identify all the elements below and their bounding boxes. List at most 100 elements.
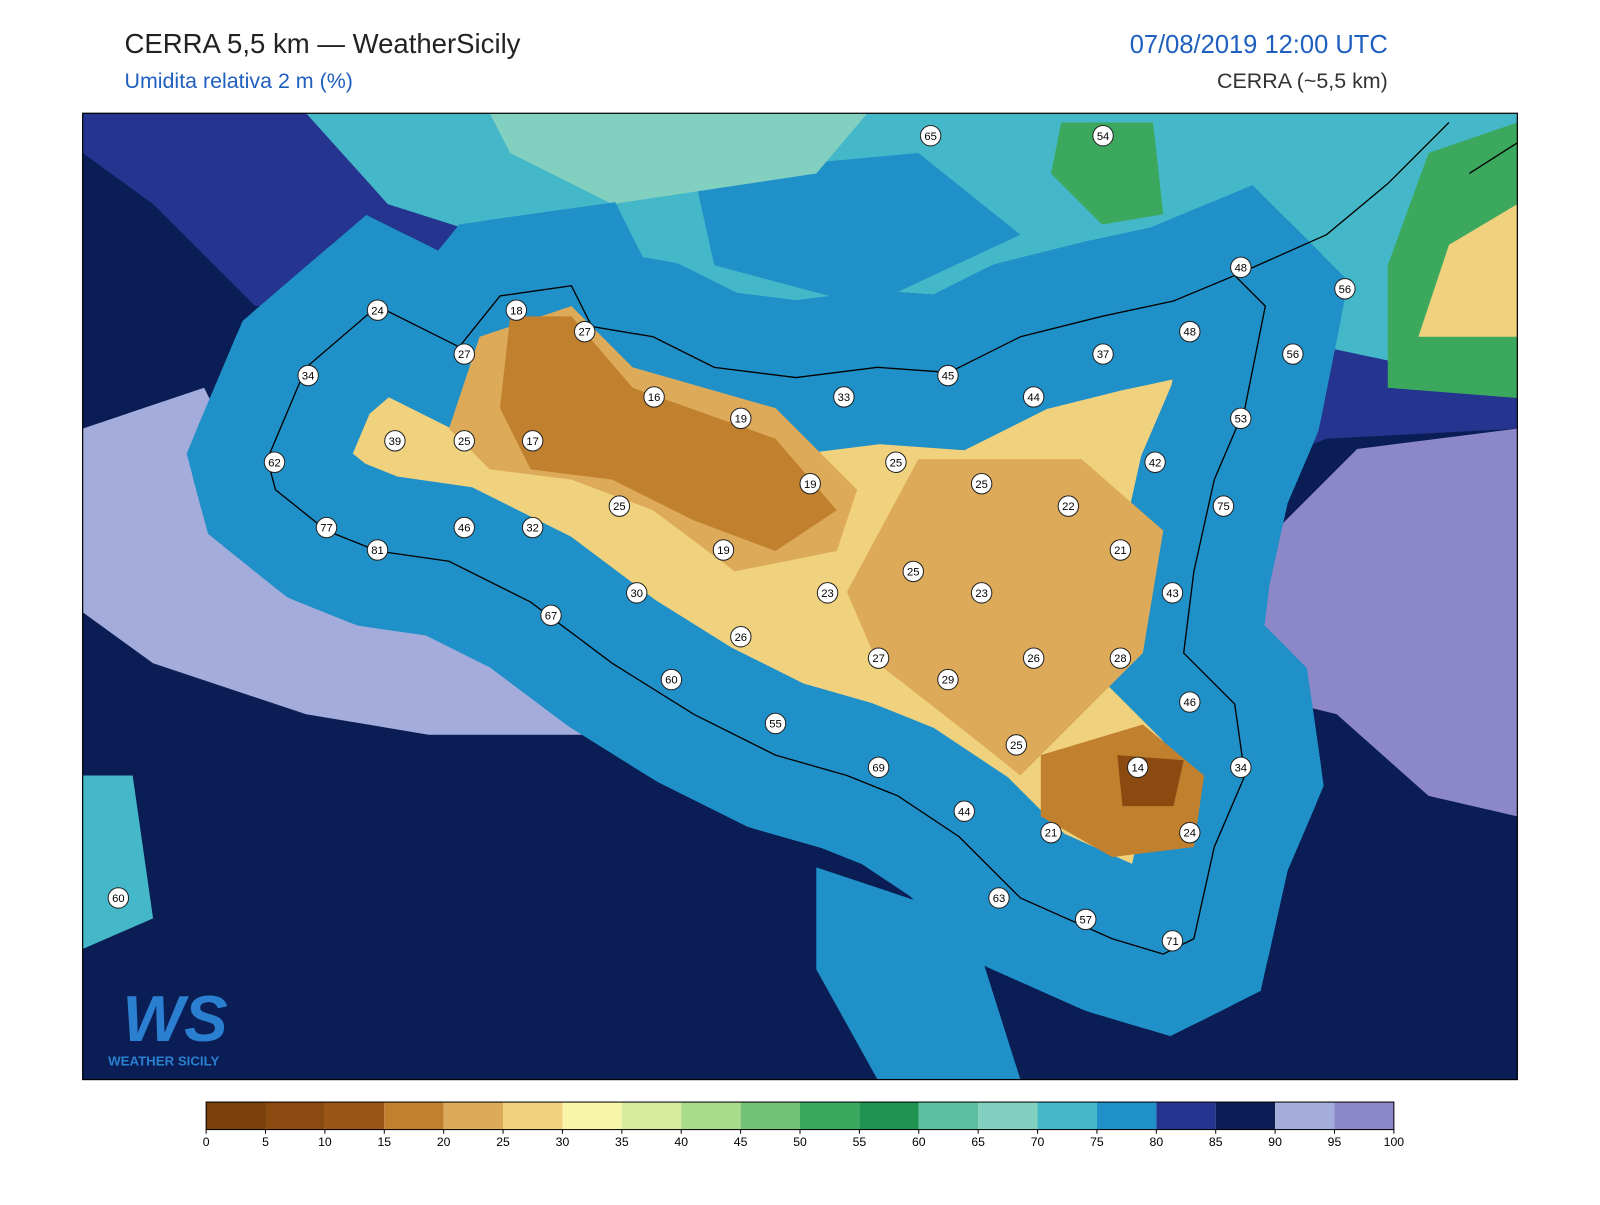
colorbar-bin <box>859 1102 919 1130</box>
colorbar-bin <box>740 1102 800 1130</box>
station-value: 37 <box>1097 349 1109 361</box>
station-marker <box>919 125 942 147</box>
station-marker <box>521 430 544 452</box>
station-value: 19 <box>717 545 729 557</box>
station-value: 43 <box>1166 588 1178 600</box>
colorbar-tick-label: 85 <box>1209 1135 1223 1149</box>
station-marker <box>867 647 890 669</box>
colorbar-bin <box>1037 1102 1097 1130</box>
colorbar-tick-label: 95 <box>1328 1135 1342 1149</box>
colorbar-bin <box>1334 1102 1394 1130</box>
station-value: 56 <box>1339 284 1351 296</box>
station-value: 55 <box>769 719 781 731</box>
colorbar-bin <box>1275 1102 1335 1130</box>
station-value: 53 <box>1235 413 1247 425</box>
colorbar-tick-label: 25 <box>496 1135 510 1149</box>
title: CERRA 5,5 km — WeatherSicily <box>124 28 520 59</box>
station-value: 60 <box>665 675 677 687</box>
station-marker <box>521 516 544 539</box>
colorbar-tick-label: 15 <box>377 1135 391 1149</box>
station-value: 25 <box>890 457 902 469</box>
station-marker <box>1161 582 1184 604</box>
station-marker <box>1092 343 1114 365</box>
station-marker <box>1022 647 1045 669</box>
logo-mark: WS <box>122 982 227 1055</box>
station-marker <box>1127 756 1149 779</box>
station-marker <box>384 430 406 452</box>
station-marker <box>626 582 648 604</box>
station-marker <box>730 407 752 430</box>
subtitle: Umidita relativa 2 m (%) <box>124 69 352 93</box>
station-value: 17 <box>526 436 538 448</box>
station-value: 39 <box>389 436 401 448</box>
colorbar-tick-label: 20 <box>437 1135 451 1149</box>
station-value: 44 <box>958 806 970 818</box>
colorbar-bin <box>206 1102 266 1130</box>
colorbar-tick-label: 80 <box>1150 1135 1164 1149</box>
station-marker <box>816 582 839 604</box>
station-marker <box>1179 320 1201 343</box>
station-marker <box>315 516 338 539</box>
station-marker <box>1161 930 1184 952</box>
station-value: 25 <box>458 436 470 448</box>
station-value: 26 <box>735 632 747 644</box>
colorbar-bin <box>562 1102 622 1130</box>
station-marker <box>867 756 890 779</box>
model: CERRA (~5,5 km) <box>1217 69 1388 93</box>
station-marker <box>643 386 665 408</box>
map-frame <box>82 112 1518 1081</box>
map: WS WEATHER SICILY <box>82 113 1518 1080</box>
station-value: 21 <box>1114 545 1126 557</box>
station-value: 54 <box>1097 131 1109 143</box>
station-marker <box>1040 821 1062 844</box>
station-marker <box>953 800 975 822</box>
colorbar-tick-label: 60 <box>912 1135 926 1149</box>
colorbar-bin <box>918 1102 979 1130</box>
colorbar-bin <box>800 1102 860 1130</box>
station-value: 34 <box>302 371 314 383</box>
station-value: 57 <box>1079 914 1091 926</box>
station-value: 26 <box>1027 653 1039 665</box>
colorbar-tick-label: 90 <box>1268 1135 1282 1149</box>
station-value: 46 <box>458 523 470 535</box>
colorbar-tick-label: 10 <box>318 1135 332 1149</box>
station-marker <box>1179 691 1201 713</box>
station-value: 69 <box>872 762 884 774</box>
station-marker <box>1109 539 1132 561</box>
colorbar: 0 5 10 15 20 25 30 35 40 45 50 55 60 65 70 75 80 85 90 95 10… <box>203 1101 1404 1149</box>
station-marker <box>902 560 924 583</box>
station-marker <box>988 887 1010 909</box>
logo-text: WEATHER SICILY <box>108 1053 219 1068</box>
station-marker <box>505 299 528 321</box>
station-marker <box>970 582 993 604</box>
station-marker <box>453 516 475 539</box>
colorbar-bin <box>384 1102 444 1130</box>
station-value: 46 <box>1184 697 1196 709</box>
station-value: 75 <box>1217 501 1229 513</box>
station-value: 28 <box>1114 653 1126 665</box>
station-marker <box>712 539 735 561</box>
station-value: 48 <box>1235 262 1247 274</box>
station-value: 14 <box>1132 762 1144 774</box>
station-marker <box>799 472 821 495</box>
colorbar-bin <box>621 1102 682 1130</box>
station-marker <box>1057 495 1080 517</box>
station-marker <box>1075 908 1097 931</box>
station-value: 71 <box>1166 936 1178 948</box>
colorbar-tick-label: 45 <box>734 1135 748 1149</box>
station-value: 16 <box>648 392 660 404</box>
station-value: 23 <box>821 588 833 600</box>
station-marker <box>660 668 683 691</box>
station-marker <box>937 364 959 387</box>
station-value: 48 <box>1184 327 1196 339</box>
colorbar-bin <box>1215 1102 1276 1130</box>
station-value: 29 <box>942 675 954 687</box>
station-value: 81 <box>371 545 383 557</box>
station-marker <box>453 430 475 452</box>
station-marker <box>573 320 596 343</box>
station-marker <box>263 451 286 473</box>
station-value: 21 <box>1045 828 1057 840</box>
station-value: 24 <box>371 305 383 317</box>
colorbar-tick-label: 35 <box>615 1135 629 1149</box>
station-marker <box>970 472 993 495</box>
